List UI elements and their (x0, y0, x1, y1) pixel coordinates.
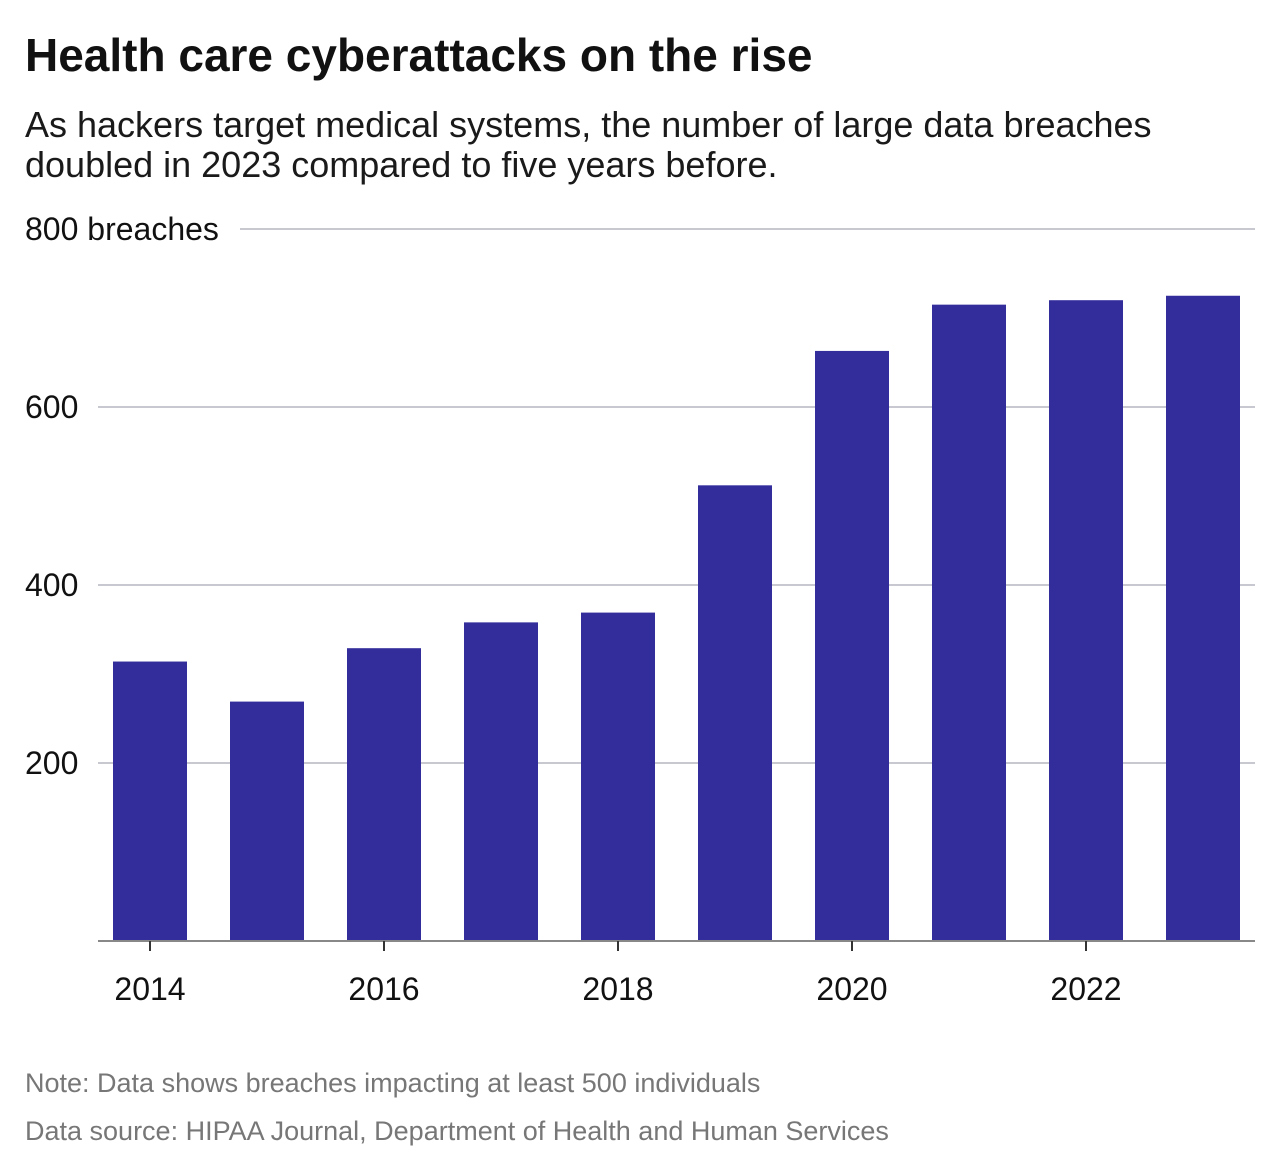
x-tick-label: 2020 (816, 971, 887, 1007)
bar-chart: 200 400 600 800 breaches 2014 2016 2018 2020 202… (25, 211, 1255, 1007)
x-tick-label: 2022 (1050, 971, 1121, 1007)
bar-2020 (815, 350, 889, 941)
bar-2022 (1049, 300, 1123, 941)
x-tick-label: 2014 (114, 971, 185, 1007)
chart-subtitle: As hackers target medical systems, the n… (25, 104, 1152, 185)
bar-2016 (347, 648, 421, 941)
bar-2021 (932, 304, 1006, 941)
y-tick-label: 600 (25, 389, 78, 425)
y-tick-label: 800 breaches (25, 211, 219, 247)
x-tick-label: 2018 (582, 971, 653, 1007)
bar-2015 (230, 701, 304, 941)
y-tick-label: 200 (25, 745, 78, 781)
chart-title: Health care cyberattacks on the rise (25, 29, 813, 81)
chart-source: Data source: HIPAA Journal, Department o… (25, 1116, 889, 1146)
bar-2018 (581, 612, 655, 941)
x-tick-label: 2016 (348, 971, 419, 1007)
y-tick-label: 400 (25, 567, 78, 603)
chart-note: Note: Data shows breaches impacting at l… (25, 1068, 761, 1098)
bar-2019 (698, 485, 772, 941)
bar-2014 (113, 661, 187, 941)
bar-2017 (464, 622, 538, 941)
bar-2023 (1166, 295, 1240, 941)
